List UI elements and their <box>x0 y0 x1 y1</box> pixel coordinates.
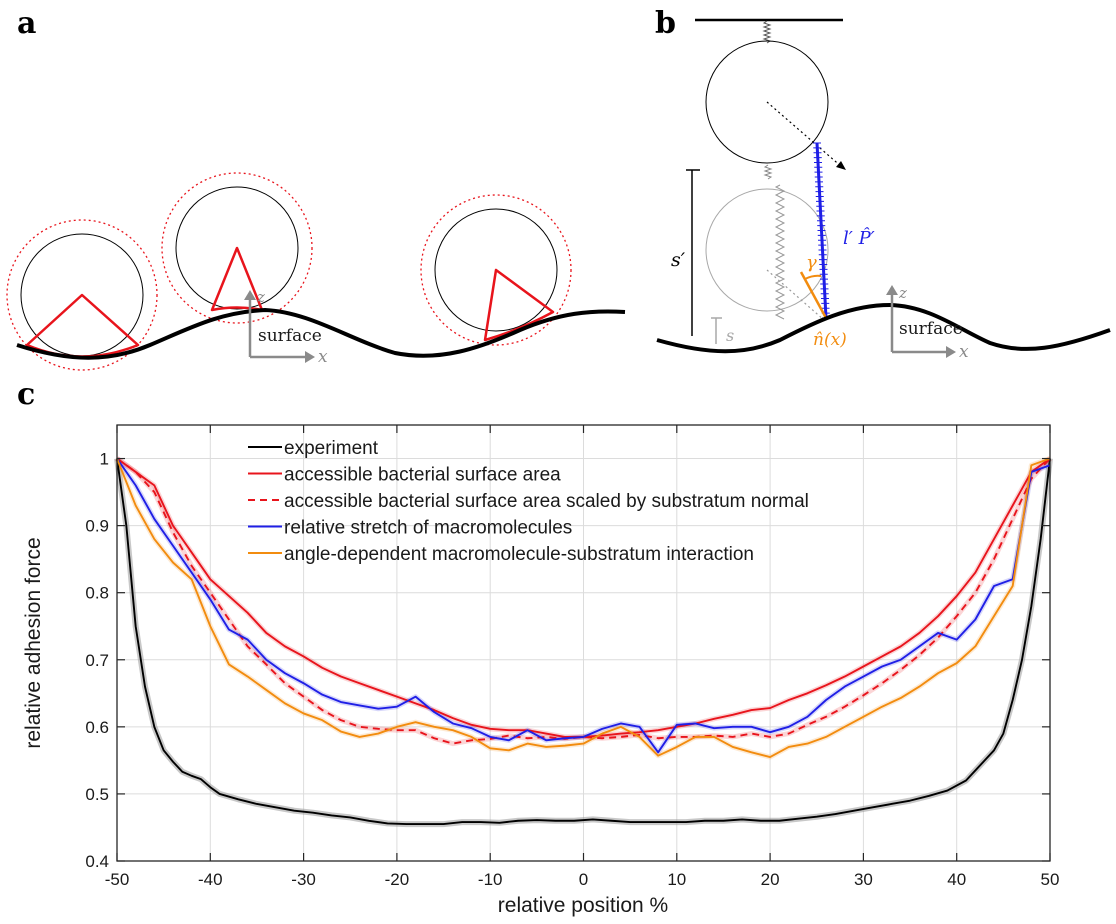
cell-interaction-zone-3 <box>420 194 572 346</box>
y-tick-label: 0.5 <box>85 785 109 804</box>
x-tick-label: -20 <box>385 870 410 889</box>
bacterium-cell-rest <box>705 188 829 312</box>
y-axis-label: relative adhesion force <box>22 537 45 748</box>
contact-wedge-1 <box>25 293 140 358</box>
cell-interaction-zone-2 <box>161 172 313 324</box>
x-tick-label: 20 <box>761 870 780 889</box>
contact-wedge-2 <box>210 246 264 312</box>
axis-x-label-a: x <box>318 347 328 367</box>
legend-label: accessible bacterial surface area scaled… <box>284 491 809 512</box>
normal-label: n̂(x) <box>813 330 847 350</box>
macromolecule-hatch <box>813 142 830 319</box>
surface-curve-a <box>16 307 626 360</box>
x-tick-label: 50 <box>1041 870 1060 889</box>
y-tick-label: 0.8 <box>85 584 109 603</box>
series-line <box>116 457 1051 754</box>
x-axis-label: relative position % <box>498 894 668 917</box>
panel-b-letter: b <box>655 6 676 41</box>
axis-x-label-b: x <box>959 342 969 362</box>
series-line <box>116 457 1051 745</box>
legend-label: angle-dependent macromolecule-substratum… <box>284 544 754 565</box>
surface-curve-b <box>656 302 1111 354</box>
x-tick-label: -10 <box>478 870 503 889</box>
legend-label: accessible bacterial surface area <box>284 465 561 486</box>
l-p-label: l′ P̂′ <box>843 227 875 249</box>
spring-small <box>763 164 773 180</box>
y-tick-label: 0.7 <box>85 651 109 670</box>
axes-glyph-a <box>244 290 315 363</box>
legend: experiment accessible bacterial surface a… <box>248 438 809 565</box>
bacterium-cell-3 <box>434 208 558 332</box>
spring-long <box>774 184 786 320</box>
x-tick-label: 30 <box>854 870 873 889</box>
x-tick-label: 10 <box>667 870 686 889</box>
contact-wedge-3 <box>483 268 555 342</box>
series-line <box>116 458 1051 826</box>
x-tick-label: 40 <box>947 870 966 889</box>
surface-label-a: surface <box>258 326 322 346</box>
panel-a: a z x surface <box>6 6 626 371</box>
bacterium-cell-2 <box>175 186 299 310</box>
axis-ticks: -50 -40 -30 -20 -10 0 10 20 30 40 50 0.4 0.5 0.6 0.7 0.… <box>85 425 1059 889</box>
y-tick-label: 0.9 <box>85 517 109 536</box>
y-tick-label: 1 <box>100 450 109 469</box>
panel-a-letter: a <box>17 6 36 41</box>
axis-z-label-b: z <box>898 284 907 302</box>
x-tick-label: -40 <box>198 870 223 889</box>
axes-glyph-b <box>886 285 956 358</box>
s-label: s <box>726 326 734 345</box>
x-tick-label: 0 <box>579 870 588 889</box>
legend-label: relative stretch of macromolecules <box>284 518 572 539</box>
bacterium-cell-displaced <box>705 40 829 164</box>
adhesion-force-plot: -50 -40 -30 -20 -10 0 10 20 30 40 50 0.4 0.5 0.6 0.7 0.… <box>22 424 1059 917</box>
substratum-normal <box>799 271 828 319</box>
legend-label: experiment <box>284 438 379 459</box>
surface-label-b: surface <box>899 319 963 339</box>
panel-b: b s′ s l′ P̂′ γ n̂(x) <box>655 6 1111 362</box>
x-tick-label: -50 <box>105 870 130 889</box>
cell-interaction-zone-1 <box>6 219 158 371</box>
gamma-label: γ <box>806 252 817 273</box>
s-prime-label: s′ <box>671 249 686 271</box>
displacement-arrowhead <box>836 161 846 170</box>
axis-z-label-a: z <box>256 288 265 306</box>
cell-normal-dotted <box>766 269 825 321</box>
series-lines <box>116 457 1051 826</box>
series-line <box>116 457 1051 758</box>
y-tick-label: 0.6 <box>85 718 109 737</box>
spring-top <box>762 20 772 44</box>
angle-arc <box>804 274 822 280</box>
displacement-arrow <box>766 101 844 169</box>
x-tick-label: -30 <box>291 870 316 889</box>
y-tick-label: 0.4 <box>85 852 109 871</box>
panel-c-letter: c <box>17 377 35 412</box>
